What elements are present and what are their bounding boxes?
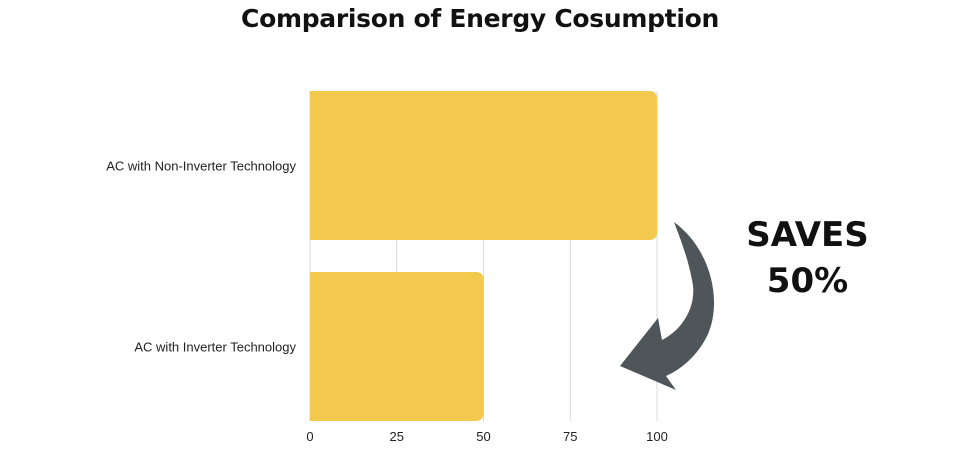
category-labels: AC with Non-Inverter Technology AC with I… (106, 159, 296, 355)
x-tick-label: 0 (306, 429, 313, 444)
x-tick-label: 25 (390, 429, 404, 444)
bar (310, 272, 484, 421)
bars (310, 91, 657, 421)
x-tick-label: 100 (646, 429, 668, 444)
callout-line-2: 50% (766, 261, 849, 301)
x-tick-label: 50 (476, 429, 490, 444)
category-label: AC with Non-Inverter Technology (106, 159, 296, 174)
x-axis-ticks: 0 25 50 75 100 (306, 429, 667, 444)
savings-callout: SAVES 50% (735, 212, 880, 304)
x-tick-label: 75 (563, 429, 577, 444)
category-label: AC with Inverter Technology (134, 340, 296, 355)
callout-line-1: SAVES (746, 215, 869, 255)
curved-down-arrow-icon (620, 222, 715, 390)
bar (310, 91, 657, 240)
chart-title: Comparison of Energy Cosumption (241, 4, 719, 33)
